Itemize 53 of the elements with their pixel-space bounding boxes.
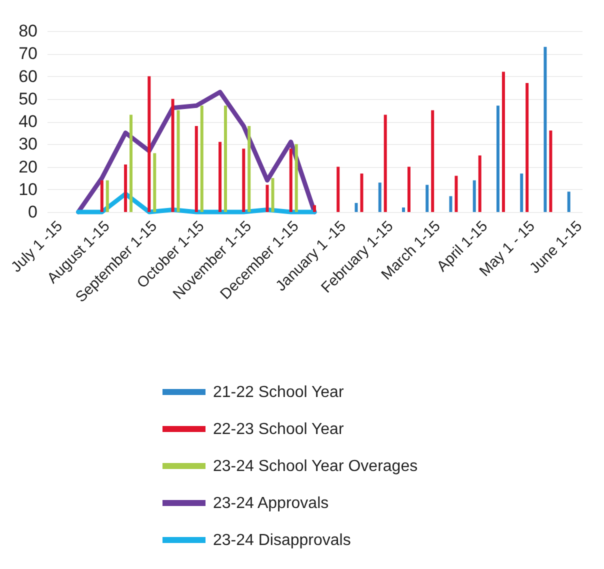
bar — [248, 126, 251, 212]
legend-label: 23-24 Disapprovals — [213, 532, 351, 549]
y-tick-label: 10 — [18, 180, 38, 199]
bar — [496, 106, 500, 212]
bar — [200, 106, 204, 212]
legend-label: 22-23 School Year — [213, 421, 344, 438]
y-tick-label: 80 — [18, 22, 38, 40]
bar — [502, 72, 505, 212]
bar — [218, 142, 222, 212]
bar — [354, 202, 358, 212]
bar — [124, 164, 128, 212]
bar — [106, 180, 109, 212]
bar — [431, 110, 434, 212]
bar — [478, 155, 482, 212]
bar — [384, 114, 387, 212]
bar — [567, 192, 570, 212]
bar — [271, 178, 274, 212]
bar — [148, 76, 151, 212]
bar — [176, 110, 180, 212]
bar — [526, 83, 529, 212]
y-tick-label: 60 — [18, 66, 38, 86]
bar — [360, 174, 364, 212]
bar — [313, 205, 316, 212]
bar — [266, 184, 269, 212]
bar — [224, 106, 227, 212]
bar — [289, 148, 292, 212]
bar — [130, 114, 133, 212]
bar — [544, 46, 547, 212]
bar — [294, 144, 298, 212]
bar — [242, 148, 246, 212]
bar — [100, 180, 104, 212]
bar — [194, 126, 198, 212]
legend-label: 21-22 School Year — [213, 384, 344, 401]
bar — [402, 207, 405, 212]
bar — [472, 180, 476, 212]
y-tick-label: 40 — [18, 112, 38, 131]
bar — [454, 176, 458, 212]
legend-label: 23-24 Approvals — [213, 495, 329, 512]
bar — [378, 182, 382, 212]
y-tick-label: 30 — [18, 134, 38, 154]
legend-label: 23-24 School Year Overages — [213, 458, 418, 475]
y-tick-label: 0 — [28, 202, 38, 222]
bar — [171, 98, 174, 212]
bar — [549, 130, 552, 212]
bar — [520, 174, 524, 212]
y-tick-label: 50 — [18, 89, 38, 108]
bar — [407, 166, 410, 212]
bar — [336, 166, 340, 212]
y-tick-label: 20 — [18, 157, 38, 176]
bar — [426, 184, 429, 212]
bar — [449, 196, 452, 212]
bar — [153, 153, 156, 212]
y-tick-label: 70 — [18, 44, 38, 64]
